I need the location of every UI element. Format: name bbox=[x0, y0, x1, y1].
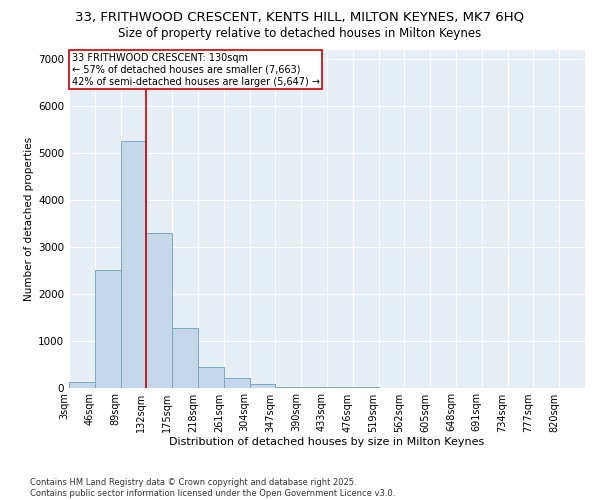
Bar bbox=[146, 233, 172, 388]
Text: 33, FRITHWOOD CRESCENT, KENTS HILL, MILTON KEYNES, MK7 6HQ: 33, FRITHWOOD CRESCENT, KENTS HILL, MILT… bbox=[76, 10, 524, 23]
Bar bbox=[95, 270, 121, 388]
Bar bbox=[275, 386, 301, 388]
Bar bbox=[172, 328, 198, 388]
Bar bbox=[250, 384, 275, 388]
Bar bbox=[121, 142, 146, 388]
Text: Contains HM Land Registry data © Crown copyright and database right 2025.
Contai: Contains HM Land Registry data © Crown c… bbox=[30, 478, 395, 498]
Bar bbox=[198, 368, 224, 388]
Bar bbox=[69, 382, 95, 388]
Y-axis label: Number of detached properties: Number of detached properties bbox=[24, 136, 34, 301]
Text: 33 FRITHWOOD CRESCENT: 130sqm
← 57% of detached houses are smaller (7,663)
42% o: 33 FRITHWOOD CRESCENT: 130sqm ← 57% of d… bbox=[71, 54, 320, 86]
X-axis label: Distribution of detached houses by size in Milton Keynes: Distribution of detached houses by size … bbox=[169, 438, 485, 448]
Bar bbox=[224, 378, 250, 388]
Text: Size of property relative to detached houses in Milton Keynes: Size of property relative to detached ho… bbox=[118, 28, 482, 40]
